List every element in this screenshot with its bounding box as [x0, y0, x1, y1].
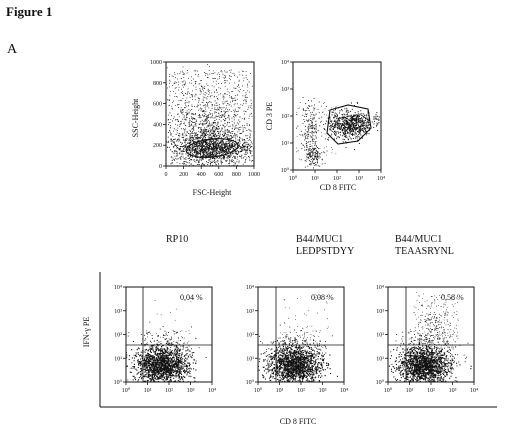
scatter-plot-frame	[165, 61, 255, 167]
cd3-plot-ticks: 10⁰ 10¹ 10² 10³ 10⁴ 10⁰ 10¹ 10² 10³ 10⁴	[281, 60, 385, 182]
svg-text:0: 0	[159, 164, 162, 170]
cd3-axis-label: CD 3 PE	[265, 102, 274, 131]
svg-text:10⁰: 10⁰	[281, 167, 290, 174]
svg-text:600: 600	[153, 102, 162, 108]
fsc-axis-label: FSC-Height	[193, 188, 232, 197]
svg-text:200: 200	[179, 172, 188, 178]
condition-label-teaasrynl: B44/MUC1 TEAASRYNL	[395, 234, 454, 257]
gate-r2-label: R2	[373, 116, 380, 122]
svg-text:600: 600	[214, 172, 223, 178]
ifn-gamma-axis-label: IFN-γ PE	[82, 317, 91, 348]
cd3-cd8-plot: 10⁰ 10¹ 10² 10³ 10⁴ 10⁰ 10¹ 10² 10³ 10⁴ R2 CD 8 F…	[265, 60, 385, 192]
percent-rp10: 0,04 %	[180, 293, 203, 302]
ssc-axis-label: SSC-Height	[131, 98, 140, 137]
svg-text:400: 400	[197, 172, 206, 178]
svg-text:10³: 10³	[281, 87, 289, 93]
scatter-plot-ticks: 0 200 400 600 800 1000 0 200 400 600 800 1000	[150, 60, 260, 178]
percent-ledpstdyy: 0,08 %	[311, 293, 334, 302]
svg-text:10⁰: 10⁰	[289, 175, 298, 182]
cd8-axis-label-top: CD 8 FITC	[320, 183, 356, 192]
ifn-plot-rp10-events	[126, 296, 207, 382]
svg-text:10¹: 10¹	[281, 141, 289, 147]
svg-text:10²: 10²	[333, 176, 341, 182]
svg-text:800: 800	[153, 81, 162, 87]
condition-label-rp10: RP10	[166, 234, 189, 245]
percent-teaasrynl: 0,58 %	[441, 293, 464, 302]
svg-text:10⁴: 10⁴	[377, 176, 385, 182]
svg-text:400: 400	[153, 122, 162, 128]
gate-r1-label: R1	[242, 147, 249, 153]
condition-label-ledpstdyy: B44/MUC1 LEDPSTDYY	[296, 234, 355, 257]
ifn-plot-ledpstdyy-events	[258, 294, 338, 382]
panel-letter: A	[7, 42, 18, 57]
svg-text:10²: 10²	[281, 114, 289, 120]
gate-r1	[185, 138, 239, 158]
svg-text:800: 800	[232, 172, 241, 178]
svg-text:200: 200	[153, 143, 162, 149]
ifn-plot-teaasrynl-events	[388, 292, 472, 382]
scatter-plot-fsc-ssc: 0 200 400 600 800 1000 0 200 400 600 800 1000 R1 FS…	[131, 60, 260, 197]
scatter-plot-events	[166, 64, 254, 166]
cd3-plot-events	[296, 97, 380, 169]
svg-text:0: 0	[165, 172, 168, 178]
svg-text:1000: 1000	[248, 172, 260, 178]
svg-text:1000: 1000	[150, 60, 162, 66]
gate-r2	[326, 104, 372, 145]
svg-text:10³: 10³	[355, 176, 363, 182]
figure-title: Figure 1	[6, 4, 53, 19]
svg-text:10⁴: 10⁴	[281, 60, 289, 66]
svg-text:10¹: 10¹	[311, 176, 319, 182]
cd8-axis-label-bottom: CD 8 FITC	[280, 417, 316, 426]
